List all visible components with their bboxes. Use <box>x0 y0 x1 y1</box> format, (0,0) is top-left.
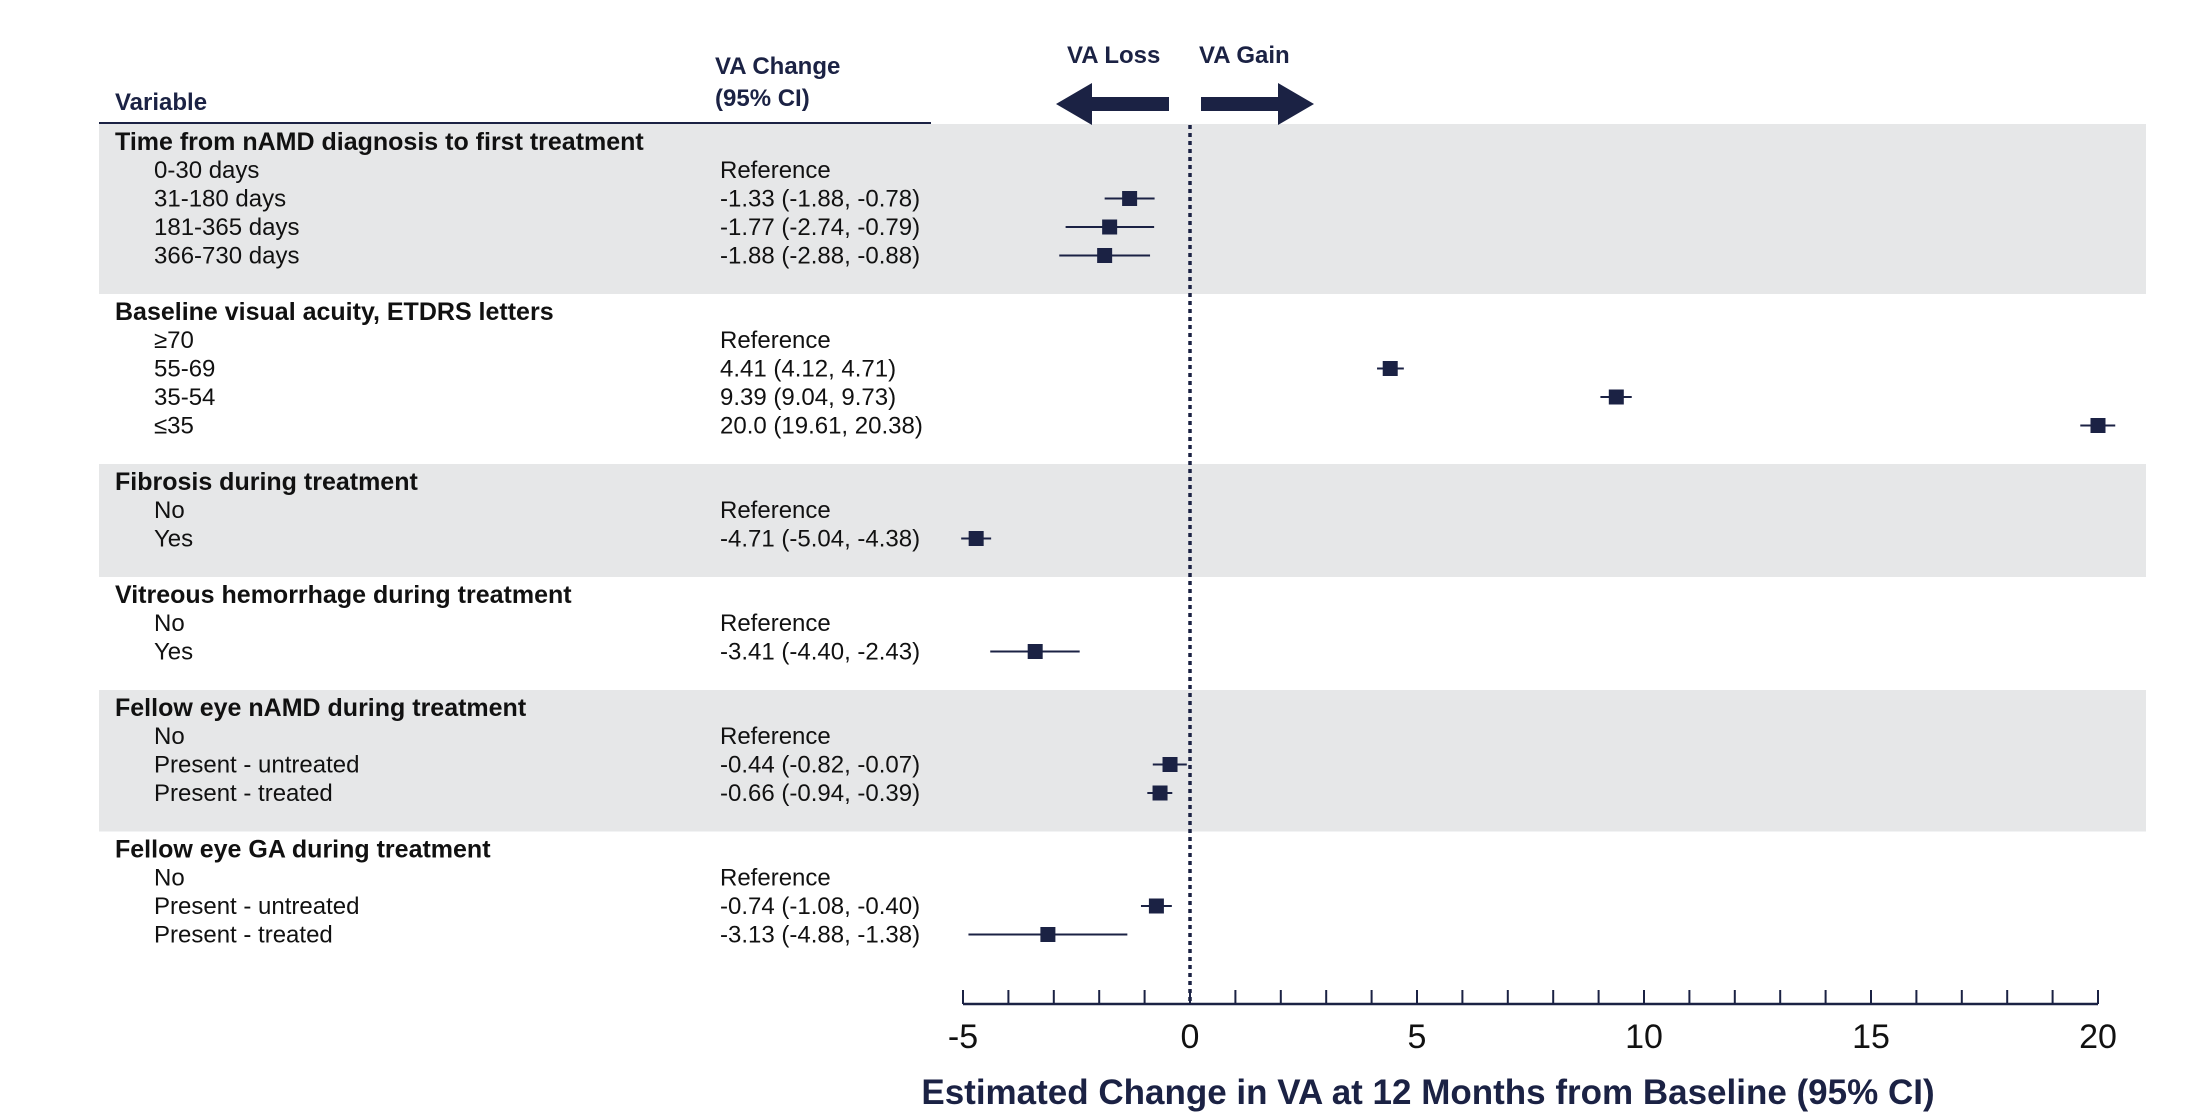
group-title: Baseline visual acuity, ETDRS letters <box>115 298 554 326</box>
group-band-4 <box>99 690 2146 832</box>
x-tick-label: 10 <box>1625 1018 1663 1056</box>
va-loss-arrow-icon <box>1056 83 1169 125</box>
row-ci-value: -3.41 (-4.40, -2.43) <box>720 639 920 666</box>
row-ci-value: 20.0 (19.61, 20.38) <box>720 413 923 440</box>
row-ci-value: Reference <box>720 723 831 750</box>
x-tick-label: 5 <box>1408 1018 1427 1056</box>
row-label: No <box>154 497 185 524</box>
group-title: Vitreous hemorrhage during treatment <box>115 581 572 609</box>
row-ci-value: -4.71 (-5.04, -4.38) <box>720 526 920 553</box>
group-title: Fibrosis during treatment <box>115 468 418 496</box>
row-label: 366-730 days <box>154 243 299 270</box>
row-labels: Time from nAMD diagnosis to first treatm… <box>115 128 923 949</box>
row-ci-value: Reference <box>720 610 831 637</box>
variable-header: Variable <box>115 89 207 116</box>
estimate-point <box>1097 248 1113 263</box>
row-ci-value: -1.33 (-1.88, -0.78) <box>720 186 920 213</box>
row-label: 31-180 days <box>154 186 286 213</box>
x-axis-title: Estimated Change in VA at 12 Months from… <box>921 1073 1934 1112</box>
row-bands <box>99 124 2146 832</box>
estimate-point <box>1027 644 1043 659</box>
row-label: No <box>154 610 185 637</box>
va-change-header-line2: (95% CI) <box>715 85 810 112</box>
row-ci-value: Reference <box>720 327 831 354</box>
row-label: ≥70 <box>154 327 194 354</box>
group-title: Fellow eye GA during treatment <box>115 836 491 864</box>
column-headers: Variable VA Change (95% CI) VA Loss VA G… <box>99 42 1314 125</box>
group-title: Time from nAMD diagnosis to first treatm… <box>115 128 644 156</box>
row-label: 35-54 <box>154 384 215 411</box>
row-label: 181-365 days <box>154 214 299 241</box>
row-label: Yes <box>154 526 193 553</box>
x-tick-label: 20 <box>2079 1018 2117 1056</box>
row-label: 55-69 <box>154 356 215 383</box>
va-change-header-line1: VA Change <box>715 53 840 80</box>
x-axis: -5 0 5 10 15 20 <box>948 990 2117 1056</box>
estimate-point <box>1162 757 1178 772</box>
row-ci-value: 9.39 (9.04, 9.73) <box>720 384 896 411</box>
va-gain-arrow-icon <box>1201 83 1314 125</box>
estimate-point <box>1608 389 1624 405</box>
row-label: ≤35 <box>154 413 194 440</box>
row-label: 0-30 days <box>154 157 259 184</box>
row-ci-value: Reference <box>720 497 831 524</box>
group-band-0 <box>99 124 2146 294</box>
x-tick-label: 0 <box>1181 1018 1200 1056</box>
row-ci-value: -0.74 (-1.08, -0.40) <box>720 893 920 920</box>
row-label: Present - untreated <box>154 752 359 779</box>
row-ci-value: -0.66 (-0.94, -0.39) <box>720 780 920 807</box>
group-title: Fellow eye nAMD during treatment <box>115 694 527 722</box>
row-ci-value: -3.13 (-4.88, -1.38) <box>720 922 920 949</box>
estimate-point <box>1382 361 1398 376</box>
row-label: Present - untreated <box>154 893 359 920</box>
row-ci-value: 4.41 (4.12, 4.71) <box>720 356 896 383</box>
x-tick-label: 15 <box>1852 1018 1890 1056</box>
row-ci-value: Reference <box>720 865 831 892</box>
estimate-point <box>1148 898 1164 914</box>
va-gain-label: VA Gain <box>1199 42 1290 69</box>
estimate-point <box>968 531 984 546</box>
row-label: No <box>154 865 185 892</box>
row-label: Yes <box>154 639 193 666</box>
estimate-marks <box>961 191 2116 942</box>
row-label: Present - treated <box>154 922 333 949</box>
row-label: Present - treated <box>154 780 333 807</box>
group-band-2 <box>99 464 2146 577</box>
estimate-point <box>1122 191 1138 206</box>
va-loss-label: VA Loss <box>1067 42 1160 69</box>
estimate-point <box>1102 219 1118 235</box>
row-ci-value: -1.77 (-2.74, -0.79) <box>720 214 920 241</box>
x-tick-label: -5 <box>948 1018 978 1056</box>
row-label: No <box>154 723 185 750</box>
estimate-point <box>1040 927 1056 942</box>
row-ci-value: -1.88 (-2.88, -0.88) <box>720 243 920 270</box>
row-ci-value: -0.44 (-0.82, -0.07) <box>720 752 920 779</box>
row-ci-value: Reference <box>720 157 831 184</box>
estimate-point <box>2090 418 2106 433</box>
estimate-point <box>1152 785 1168 801</box>
